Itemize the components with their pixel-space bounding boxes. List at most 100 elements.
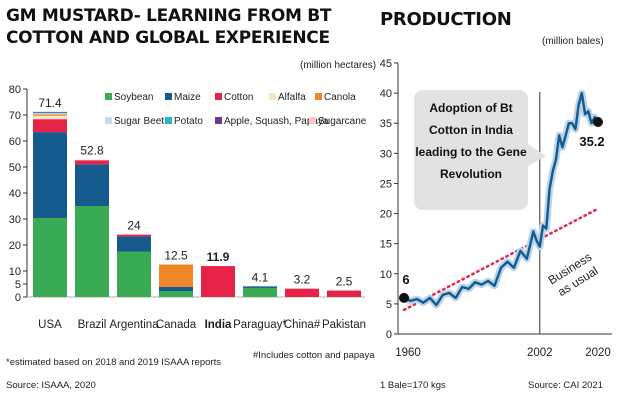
right-chart-title: PRODUCTION bbox=[380, 9, 512, 30]
y-tick-label: 0 bbox=[15, 292, 21, 304]
bar-segment-canola bbox=[159, 264, 193, 287]
left-source: Source: ISAAA, 2020 bbox=[6, 380, 96, 391]
x-tick-label: 2002 bbox=[527, 347, 553, 359]
y-tick-label: 45 bbox=[380, 58, 392, 70]
bar-total-label: 71.4 bbox=[38, 96, 62, 110]
bar-total-label: 52.8 bbox=[80, 144, 104, 158]
x-tick-label: 1960 bbox=[395, 347, 421, 359]
left-chart-title-line2: COTTON AND GLOBAL EXPERIENCE bbox=[6, 28, 330, 48]
legend-label: Apple, Squash, Papaya bbox=[224, 116, 329, 127]
y-tick-label: 5 bbox=[386, 299, 392, 311]
bar-total-label: 4.1 bbox=[252, 270, 269, 284]
right-source: Source: CAI 2021 bbox=[528, 380, 603, 391]
bar-segment-soybean bbox=[243, 287, 277, 297]
y-tick-label: 20 bbox=[9, 240, 21, 252]
legend-swatch bbox=[165, 117, 172, 124]
bar-segment-maize bbox=[117, 236, 151, 252]
left-chart-title-line1: GM MUSTARD- LEARNING FROM BT bbox=[6, 6, 332, 26]
left-footnote-hash: #Includes cotton and papaya bbox=[253, 350, 375, 361]
start-point-marker bbox=[399, 292, 409, 303]
bar-segment-maize bbox=[75, 164, 109, 206]
x-tick-label: 2020 bbox=[585, 347, 611, 359]
legend-swatch bbox=[315, 93, 322, 100]
y-tick-label: 30 bbox=[9, 214, 21, 226]
start-value-label: 6 bbox=[402, 272, 409, 287]
left-chart-unit: (million hectares) bbox=[300, 60, 377, 71]
legend-label: Cotton bbox=[224, 92, 253, 103]
legend-label: Sugar Beet bbox=[114, 116, 164, 127]
legend-swatch bbox=[269, 93, 276, 100]
bar-segment-maize bbox=[243, 286, 277, 288]
callout-text-line: Adoption of Bt bbox=[429, 101, 512, 115]
y-tick-label: 80 bbox=[9, 84, 21, 96]
legend-swatch bbox=[105, 93, 112, 100]
y-tick-label: 40 bbox=[380, 88, 392, 100]
end-point-marker bbox=[593, 117, 603, 128]
bar-segment-cotton bbox=[75, 160, 109, 165]
bar-segment-sugarcane bbox=[75, 159, 109, 161]
legend-swatch bbox=[215, 117, 222, 124]
bar-segment-canola bbox=[33, 114, 67, 116]
legend-swatch bbox=[215, 93, 222, 100]
y-tick-label: 35 bbox=[380, 118, 392, 130]
callout-box bbox=[414, 90, 528, 210]
legend-swatch bbox=[165, 93, 172, 100]
bar-segment-soybean bbox=[117, 251, 151, 297]
bar-segment-cotton bbox=[117, 234, 151, 237]
bar-total-label: 11.9 bbox=[207, 250, 230, 264]
right-chart-unit: (million bales) bbox=[542, 36, 604, 47]
y-tick-label: 10 bbox=[380, 269, 392, 281]
bar-segment-apple-squash-papaya bbox=[33, 111, 67, 113]
y-tick-label: 70 bbox=[9, 110, 21, 122]
y-tick-label: 20 bbox=[380, 209, 392, 221]
callout-pointer bbox=[528, 144, 546, 166]
legend-label: Sugarcane bbox=[318, 116, 367, 127]
bar-segment-cotton bbox=[285, 288, 319, 297]
y-tick-label: 15 bbox=[380, 239, 392, 251]
bar-segment-potato bbox=[33, 112, 67, 114]
production-line bbox=[402, 91, 600, 307]
bar-total-label: 2.5 bbox=[336, 275, 353, 289]
y-tick-label: 30 bbox=[380, 148, 392, 160]
bar-segment-soybean bbox=[159, 291, 193, 297]
y-tick-label: 5 bbox=[15, 279, 21, 291]
bar-segment-sugar-beet bbox=[33, 113, 67, 115]
legend-label: Potato bbox=[174, 116, 203, 127]
bar-segment-maize bbox=[33, 132, 67, 218]
x-category-label: Brazil bbox=[78, 319, 107, 331]
bar-total-label: 12.5 bbox=[164, 249, 188, 263]
legend-label: Canola bbox=[324, 92, 356, 103]
bar-segment-alfalfa bbox=[33, 115, 67, 120]
x-category-label: USA bbox=[38, 319, 62, 331]
bar-segment-soybean bbox=[75, 206, 109, 297]
end-value-label: 35.2 bbox=[579, 134, 604, 149]
callout-text-line: leading to the Gene bbox=[415, 145, 527, 159]
x-category-label: India bbox=[205, 319, 232, 331]
bar-total-label: 24 bbox=[127, 219, 141, 233]
x-category-label: Argentina bbox=[109, 319, 159, 331]
legend-label: Alfalfa bbox=[278, 92, 306, 103]
callout-text-line: Cotton in India bbox=[429, 123, 513, 137]
bar-total-label: 3.2 bbox=[294, 273, 311, 287]
y-tick-label: 40 bbox=[9, 188, 21, 200]
bar-segment-maize bbox=[159, 286, 193, 292]
legend-label: Maize bbox=[174, 92, 201, 103]
legend-swatch bbox=[105, 117, 112, 124]
left-footnote: *estimated based on 2018 and 2019 ISAAA … bbox=[6, 357, 221, 368]
callout-text-line: Revolution bbox=[440, 167, 502, 181]
x-category-label: Canada bbox=[156, 319, 197, 331]
y-tick-label: 60 bbox=[9, 136, 21, 148]
legend-swatch bbox=[309, 117, 316, 124]
trend-line-business-as-usual bbox=[402, 207, 600, 312]
bar-segment-soybean bbox=[33, 217, 67, 297]
y-tick-label: 50 bbox=[9, 162, 21, 174]
bar-segment-cotton bbox=[201, 266, 235, 297]
bar-segment-cotton bbox=[327, 290, 361, 297]
y-tick-label: 0 bbox=[386, 329, 392, 341]
bar-segment-cotton bbox=[33, 119, 67, 133]
x-category-label: Paraguay* bbox=[233, 319, 287, 331]
y-tick-label: 25 bbox=[380, 178, 392, 190]
